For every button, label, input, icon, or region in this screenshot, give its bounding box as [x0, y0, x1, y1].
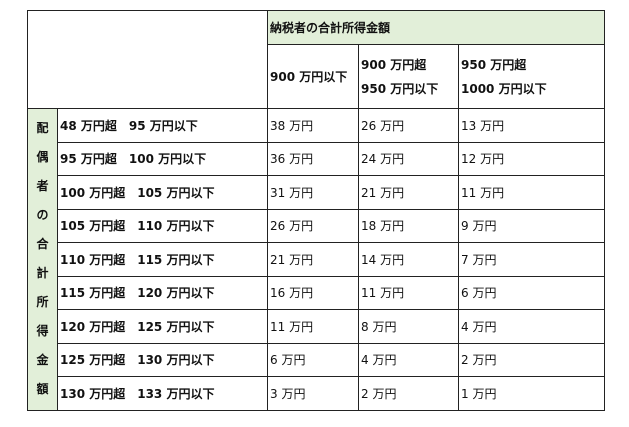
row-label: 100 万円超 105 万円以下 [57, 175, 268, 210]
table-row: 125 万円超 130 万円以下 6 万円 4 万円 2 万円 [28, 342, 605, 377]
deduction-value: 6 万円 [267, 342, 359, 377]
deduction-table: 納税者の合計所得金額 900 万円以下 900 万円超 950 万円以下 950 … [27, 10, 605, 411]
deduction-value: 7 万円 [458, 242, 605, 277]
table-row: 115 万円超 120 万円以下 16 万円 11 万円 6 万円 [28, 275, 605, 310]
row-label: 105 万円超 110 万円以下 [57, 208, 268, 243]
deduction-value: 4 万円 [358, 342, 459, 377]
row-label: 95 万円超 100 万円以下 [57, 141, 268, 176]
column-header-line: 900 万円超 [361, 57, 427, 72]
side-label-char: 合 [36, 237, 49, 252]
deduction-value: 26 万円 [267, 208, 359, 243]
deduction-value: 31 万円 [267, 175, 359, 210]
deduction-value: 18 万円 [358, 208, 459, 243]
side-label-char: の [36, 208, 49, 223]
deduction-value: 4 万円 [458, 309, 605, 344]
column-header: 900 万円超 950 万円以下 [358, 44, 459, 109]
table-row: 110 万円超 115 万円以下 21 万円 14 万円 7 万円 [28, 242, 605, 277]
deduction-value: 11 万円 [458, 175, 605, 210]
row-label: 120 万円超 125 万円以下 [57, 309, 268, 344]
column-header: 950 万円超 1000 万円以下 [458, 44, 605, 109]
corner-cell [27, 10, 268, 109]
deduction-value: 16 万円 [267, 275, 359, 310]
deduction-value: 11 万円 [267, 309, 359, 344]
deduction-value: 38 万円 [267, 108, 359, 143]
deduction-value: 11 万円 [358, 275, 459, 310]
deduction-value: 21 万円 [267, 242, 359, 277]
deduction-value: 26 万円 [358, 108, 459, 143]
row-label: 110 万円超 115 万円以下 [57, 242, 268, 277]
side-label-char: 所 [36, 295, 49, 310]
side-label-char: 計 [36, 266, 49, 281]
deduction-value: 3 万円 [267, 376, 359, 411]
row-label: 130 万円超 133 万円以下 [57, 376, 268, 411]
deduction-value: 9 万円 [458, 208, 605, 243]
deduction-value: 2 万円 [458, 342, 605, 377]
side-label-char: 配 [36, 121, 49, 136]
taxpayer-income-header: 納税者の合計所得金額 [267, 10, 605, 45]
deduction-value: 8 万円 [358, 309, 459, 344]
row-label: 125 万円超 130 万円以下 [57, 342, 268, 377]
side-label-char: 得 [36, 324, 49, 339]
table-row: 105 万円超 110 万円以下 26 万円 18 万円 9 万円 [28, 208, 605, 243]
table-row: 130 万円超 133 万円以下 3 万円 2 万円 1 万円 [28, 376, 605, 411]
row-label: 48 万円超 95 万円以下 [57, 108, 268, 143]
deduction-value: 24 万円 [358, 141, 459, 176]
side-label-char: 偶 [36, 150, 49, 165]
table-row: 100 万円超 105 万円以下 31 万円 21 万円 11 万円 [28, 175, 605, 210]
table-row: 配偶者の合計所得金額 48 万円超 95 万円以下 38 万円 26 万円 13 万円 [27, 108, 605, 411]
table-row: 95 万円超 100 万円以下 36 万円 24 万円 12 万円 [28, 141, 605, 176]
deduction-value: 12 万円 [458, 141, 605, 176]
column-header-line: 1000 万円以下 [461, 81, 547, 96]
column-header: 900 万円以下 [267, 44, 359, 109]
deduction-value: 2 万円 [358, 376, 459, 411]
spouse-income-side-label: 配偶者の合計所得金額 [27, 108, 58, 411]
column-header-line: 950 万円超 [461, 57, 527, 72]
deduction-value: 21 万円 [358, 175, 459, 210]
column-header-line: 950 万円以下 [361, 81, 439, 96]
side-label-char: 額 [36, 382, 49, 397]
deduction-value: 36 万円 [267, 141, 359, 176]
deduction-value: 6 万円 [458, 275, 605, 310]
column-header-line: 900 万円以下 [270, 69, 348, 84]
table-row: 120 万円超 125 万円以下 11 万円 8 万円 4 万円 [28, 309, 605, 344]
deduction-value: 14 万円 [358, 242, 459, 277]
deduction-value: 1 万円 [458, 376, 605, 411]
row-label: 115 万円超 120 万円以下 [57, 275, 268, 310]
side-label-char: 者 [36, 179, 49, 194]
deduction-value: 13 万円 [458, 108, 605, 143]
side-label-char: 金 [36, 353, 49, 368]
